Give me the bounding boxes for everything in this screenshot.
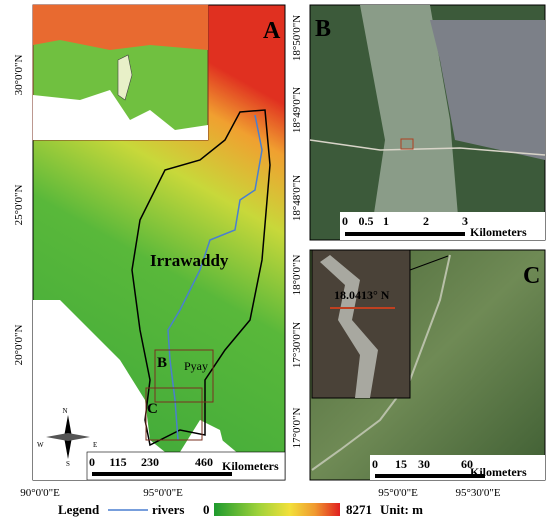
lat-label: 17°0'0"N bbox=[291, 408, 303, 449]
scale-label: 0 bbox=[89, 455, 95, 469]
lat-label: 18°49'0"N bbox=[291, 87, 303, 133]
lat-label: 18°0'0"N bbox=[291, 255, 303, 296]
scale-unit: Kilometers bbox=[222, 459, 279, 473]
scale-label: 2 bbox=[423, 214, 429, 228]
inset-basin bbox=[117, 54, 133, 101]
site-box bbox=[400, 138, 414, 150]
urban-area bbox=[430, 20, 545, 160]
pointer bbox=[409, 255, 449, 271]
site-b-box bbox=[154, 349, 214, 403]
lat-label: 18°50'0"N bbox=[291, 15, 303, 61]
scale-label: 0 bbox=[372, 457, 378, 471]
sea bbox=[33, 330, 285, 480]
scale-label: 60 bbox=[461, 457, 473, 471]
scale-label: 230 bbox=[141, 455, 159, 469]
site-label: C bbox=[147, 401, 158, 417]
lat-label: 25°0'0"N bbox=[13, 185, 25, 226]
basin-outline bbox=[131, 109, 271, 447]
scale-label: 1 bbox=[383, 214, 389, 228]
inset-river bbox=[320, 255, 378, 398]
legend-title: Legend bbox=[58, 502, 100, 517]
lon-label: 90°0'0"E bbox=[20, 487, 60, 499]
scale-label: 0.5 bbox=[359, 214, 374, 228]
scale-bar bbox=[92, 472, 232, 476]
river bbox=[167, 114, 263, 441]
lat-label: 20°0'0"N bbox=[13, 325, 25, 366]
lat-label: 18°48'0"N bbox=[291, 175, 303, 221]
scale-bar bbox=[345, 232, 465, 236]
elevation-bar bbox=[214, 503, 340, 516]
compass-label: S bbox=[66, 460, 70, 468]
lon-label: 95°0'0"E bbox=[378, 487, 418, 499]
compass bbox=[46, 433, 90, 441]
inset-highlands bbox=[33, 5, 208, 50]
legend-label: rivers bbox=[152, 502, 184, 517]
scale-label: 460 bbox=[195, 455, 213, 469]
scale-label: 15 bbox=[395, 457, 407, 471]
legend: Legend rivers 0 8271 Unit: m bbox=[58, 502, 423, 517]
lon-label: 95°0'0"E bbox=[143, 487, 183, 499]
panel-b: B 0 0.5 1 2 3 Kilometers 18°50'0"N 18°49… bbox=[291, 4, 546, 241]
site-label: B bbox=[157, 355, 167, 371]
river-channel bbox=[360, 5, 460, 240]
lon-label: 95°30'0"E bbox=[455, 487, 500, 499]
panel-label: A bbox=[263, 18, 281, 44]
scale-label: 0 bbox=[342, 214, 348, 228]
legend-min: 0 bbox=[203, 502, 210, 517]
legend-unit: Unit: m bbox=[380, 502, 423, 517]
inset-label: 18.0413° N bbox=[334, 288, 390, 302]
inset-sea bbox=[33, 90, 208, 140]
panel-a: A Irrawaddy B C Pyay N S E W 0 115 230 4… bbox=[13, 4, 286, 481]
basin-label: Irrawaddy bbox=[150, 251, 229, 270]
scale-unit: Kilometers bbox=[470, 465, 527, 479]
site-c-box bbox=[145, 387, 203, 441]
legend-max: 8271 bbox=[346, 502, 372, 517]
scale-label: 115 bbox=[109, 455, 126, 469]
compass-label: E bbox=[93, 441, 97, 449]
road bbox=[309, 139, 546, 156]
scale-label: 30 bbox=[418, 457, 430, 471]
compass-label: W bbox=[37, 441, 44, 449]
lat-label: 17°30'0"N bbox=[291, 322, 303, 368]
lat-label: 30°0'0"N bbox=[13, 55, 25, 96]
city-label: Pyay bbox=[184, 359, 208, 373]
panel-label: C bbox=[523, 263, 540, 289]
scale-label: 3 bbox=[462, 214, 468, 228]
panel-label: B bbox=[315, 16, 331, 42]
compass-label: N bbox=[62, 407, 67, 415]
panel-c: C 18.0413° N 0 15 30 60 Kilometers 18°0'… bbox=[291, 249, 546, 481]
scale-unit: Kilometers bbox=[470, 225, 527, 239]
scale-bar bbox=[375, 474, 485, 478]
